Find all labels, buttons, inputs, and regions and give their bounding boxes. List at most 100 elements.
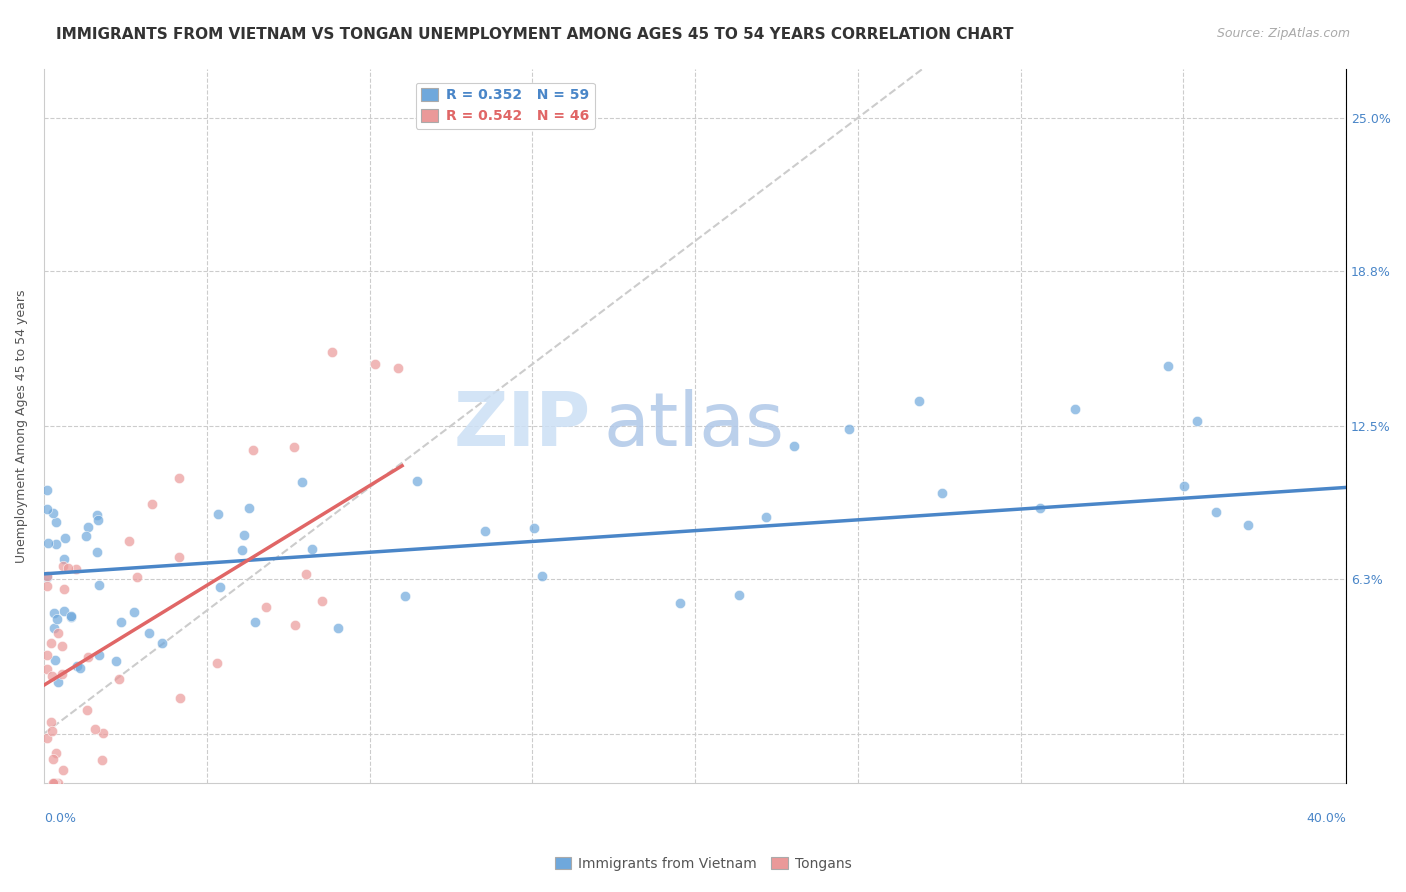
Point [169, 690, 191, 705]
Point [754, 510, 776, 524]
Point [53, 552, 76, 566]
Point [58, 561, 80, 575]
Point [53, 531, 76, 545]
Point [41, 668, 63, 682]
Point [75, 528, 97, 542]
Point [37, 568, 59, 582]
Point [1028, 501, 1050, 516]
Point [207, 507, 229, 521]
Point [301, 542, 323, 557]
Point [838, 422, 860, 436]
Point [37, 502, 59, 516]
Point [37, 536, 59, 550]
Point [53, 604, 76, 618]
Point [245, 615, 267, 630]
Point [283, 440, 305, 454]
Point [141, 497, 163, 511]
Point [1064, 401, 1087, 416]
Point [52, 559, 75, 574]
Point [45, 746, 67, 760]
Point [86, 545, 108, 559]
Point [44, 652, 66, 666]
Point [87, 513, 110, 527]
Point [41, 723, 63, 738]
Point [37, 648, 59, 662]
Point [46, 674, 69, 689]
Point [167, 550, 190, 565]
Point [931, 485, 953, 500]
Point [122, 606, 145, 620]
Point [205, 656, 228, 670]
Legend: R = 0.352   N = 59, R = 0.542   N = 46: R = 0.352 N = 59, R = 0.542 N = 46 [416, 83, 595, 128]
Point [295, 566, 318, 581]
Point [394, 589, 416, 603]
Point [66, 659, 89, 673]
Point [44, 776, 66, 790]
Point [326, 621, 349, 635]
Point [91, 726, 114, 740]
Point [138, 625, 160, 640]
Point [291, 475, 314, 489]
Point [727, 588, 749, 602]
Text: 0.0%: 0.0% [44, 812, 76, 824]
Legend: Immigrants from Vietnam, Tongans: Immigrants from Vietnam, Tongans [550, 851, 856, 876]
Point [45, 537, 67, 551]
Point [37, 570, 59, 584]
Point [125, 570, 148, 584]
Point [231, 543, 253, 558]
Point [169, 471, 191, 485]
Point [364, 357, 387, 371]
Point [45, 516, 67, 530]
Point [110, 615, 132, 629]
Text: ZIP: ZIP [454, 389, 591, 462]
Text: Source: ZipAtlas.com: Source: ZipAtlas.com [1216, 27, 1350, 40]
Point [42, 752, 65, 766]
Point [321, 345, 343, 359]
Point [76, 703, 98, 717]
Point [907, 393, 929, 408]
Point [87, 578, 110, 592]
Point [41, 776, 63, 790]
Point [530, 568, 553, 582]
Point [107, 672, 129, 686]
Point [37, 663, 59, 677]
Point [150, 635, 173, 649]
Point [46, 612, 69, 626]
Point [1157, 359, 1180, 374]
Point [406, 475, 429, 489]
Point [523, 521, 546, 535]
Point [105, 654, 128, 668]
Y-axis label: Unemployment Among Ages 45 to 54 years: Unemployment Among Ages 45 to 54 years [15, 289, 28, 563]
Point [238, 500, 260, 515]
Text: 40.0%: 40.0% [1306, 812, 1347, 824]
Point [209, 580, 232, 594]
Point [1205, 505, 1227, 519]
Point [668, 596, 690, 610]
Point [52, 763, 75, 777]
Point [76, 520, 98, 534]
Point [42, 621, 65, 635]
Point [1187, 414, 1209, 428]
Point [65, 561, 87, 575]
Point [42, 506, 65, 520]
Point [39, 636, 62, 650]
Point [783, 439, 806, 453]
Point [53, 582, 76, 597]
Point [89, 648, 111, 662]
Point [46, 626, 69, 640]
Point [44, 776, 66, 790]
Point [474, 524, 496, 539]
Text: atlas: atlas [605, 389, 785, 462]
Point [37, 483, 59, 497]
Point [254, 599, 277, 614]
Point [242, 442, 264, 457]
Point [39, 715, 62, 730]
Point [42, 606, 65, 620]
Point [51, 667, 73, 681]
Point [387, 361, 409, 376]
Point [51, 639, 73, 653]
Point [42, 776, 65, 790]
Point [69, 660, 91, 674]
Point [284, 618, 307, 632]
Point [1237, 517, 1260, 532]
